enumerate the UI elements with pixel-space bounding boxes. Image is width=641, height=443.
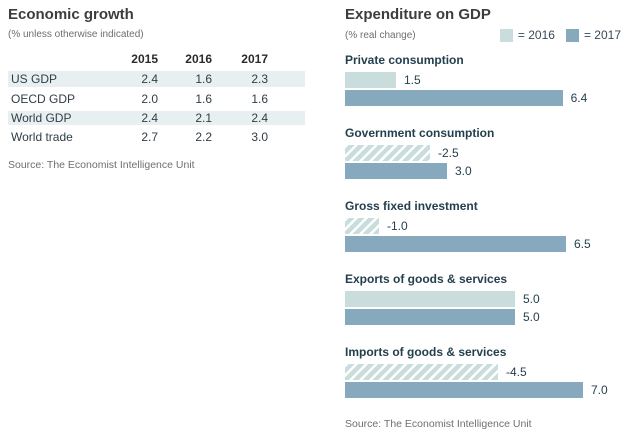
growth-table: 2015 2016 2017 US GDP 2.4 1.6 2.3 OECD G… xyxy=(8,50,305,149)
bar-value-2017: 6.5 xyxy=(574,237,591,251)
cell-2015: 2.4 xyxy=(98,108,158,130)
cell-spacer xyxy=(268,108,305,130)
header-spacer xyxy=(8,50,98,71)
economic-growth-panel: Economic growth (% unless otherwise indi… xyxy=(8,6,308,171)
bar-2016 xyxy=(345,218,379,234)
bar-row-2017: 6.4 xyxy=(345,90,621,106)
category-label: Gross fixed investment xyxy=(345,199,478,213)
bar-row-2016: -4.5 xyxy=(345,364,621,380)
bar-row-2017: 3.0 xyxy=(345,163,621,179)
cell-2016: 1.6 xyxy=(158,70,212,92)
bar-value-2016: 5.0 xyxy=(523,292,540,306)
growth-table-body: US GDP 2.4 1.6 2.3 OECD GDP 2.0 1.6 1.6 … xyxy=(8,70,305,149)
category-label: Private consumption xyxy=(345,53,464,67)
cell-2016: 2.1 xyxy=(158,108,212,130)
legend-label-2016: = 2016 xyxy=(517,28,555,42)
bar-value-2017: 7.0 xyxy=(591,383,608,397)
bar-2017 xyxy=(345,163,447,179)
panel-subtitle: (% unless otherwise indicated) xyxy=(8,29,144,40)
bar-2016 xyxy=(345,364,498,380)
legend-swatch-2017 xyxy=(565,28,579,42)
cell-2016: 2.2 xyxy=(158,127,212,149)
legend-label-2017: = 2017 xyxy=(583,28,621,42)
expenditure-panel: Expenditure on GDP (% real change) = 201… xyxy=(345,6,621,430)
chart-category-group: Private consumption 1.5 6.4 xyxy=(345,53,621,106)
chart-subtitle-row: (% real change) = 2016 = 2017 xyxy=(345,28,621,42)
category-label: Government consumption xyxy=(345,126,495,140)
cell-2015: 2.4 xyxy=(98,70,158,92)
bar-row-2017: 6.5 xyxy=(345,236,621,252)
bar-row-2016: -2.5 xyxy=(345,145,621,161)
panel-title: Economic growth xyxy=(8,6,134,23)
bar-2017 xyxy=(345,90,563,106)
row-label: World trade xyxy=(8,127,98,149)
chart-category-group: Government consumption -2.5 3.0 xyxy=(345,126,621,179)
cell-2016: 1.6 xyxy=(158,89,212,111)
cell-2015: 2.7 xyxy=(98,127,158,149)
legend-item-2016: = 2016 xyxy=(499,28,555,42)
table-header-row: 2015 2016 2017 xyxy=(8,50,305,71)
cell-spacer xyxy=(268,89,305,111)
bar-2016 xyxy=(345,145,430,161)
table-row: World trade 2.7 2.2 3.0 xyxy=(8,127,305,149)
table-row: World GDP 2.4 2.1 2.4 xyxy=(8,108,305,130)
cell-2017: 1.6 xyxy=(212,89,268,111)
column-header-2015: 2015 xyxy=(98,50,158,71)
row-label: OECD GDP xyxy=(8,89,98,111)
row-label: US GDP xyxy=(8,70,98,92)
bar-row-2017: 5.0 xyxy=(345,309,621,325)
chart-title: Expenditure on GDP xyxy=(345,6,491,23)
table-row: OECD GDP 2.0 1.6 1.6 xyxy=(8,89,305,111)
cell-spacer xyxy=(268,127,305,149)
bar-value-2016: 1.5 xyxy=(404,73,421,87)
cell-2017: 2.4 xyxy=(212,108,268,130)
chart-subtitle: (% real change) xyxy=(345,30,416,41)
header-spacer xyxy=(268,50,305,71)
bar-2017 xyxy=(345,382,583,398)
bar-row-2016: -1.0 xyxy=(345,218,621,234)
cell-spacer xyxy=(268,70,305,92)
bar-row-2016: 5.0 xyxy=(345,291,621,307)
source-note: Source: The Economist Intelligence Unit xyxy=(345,418,532,430)
bar-2016 xyxy=(345,291,515,307)
source-note: Source: The Economist Intelligence Unit xyxy=(8,158,195,171)
bar-2016 xyxy=(345,72,396,88)
bar-value-2017: 5.0 xyxy=(523,310,540,324)
category-label: Exports of goods & services xyxy=(345,272,508,286)
bar-value-2016: -4.5 xyxy=(506,365,527,379)
bar-2017 xyxy=(345,236,566,252)
legend-swatch-2016 xyxy=(499,28,513,42)
cell-2015: 2.0 xyxy=(98,89,158,111)
column-header-2016: 2016 xyxy=(158,50,212,71)
category-label: Imports of goods & services xyxy=(345,345,507,359)
column-header-2017: 2017 xyxy=(212,50,268,71)
bar-2017 xyxy=(345,309,515,325)
bar-row-2017: 7.0 xyxy=(345,382,621,398)
gdp-chart: Private consumption 1.5 6.4 Government c… xyxy=(345,53,621,398)
table-row: US GDP 2.4 1.6 2.3 xyxy=(8,70,305,92)
chart-legend: = 2016 = 2017 xyxy=(499,28,621,42)
legend-item-2017: = 2017 xyxy=(565,28,621,42)
bar-row-2016: 1.5 xyxy=(345,72,621,88)
bar-value-2016: -2.5 xyxy=(438,146,459,160)
bar-value-2017: 6.4 xyxy=(570,91,588,105)
cell-2017: 2.3 xyxy=(212,70,268,92)
cell-2017: 3.0 xyxy=(212,127,268,149)
bar-value-2016: -1.0 xyxy=(387,219,408,233)
chart-category-group: Exports of goods & services 5.0 5.0 xyxy=(345,272,621,325)
bar-value-2017: 3.0 xyxy=(455,164,472,178)
chart-category-group: Imports of goods & services -4.5 7.0 xyxy=(345,345,621,398)
row-label: World GDP xyxy=(8,108,98,130)
chart-category-group: Gross fixed investment -1.0 6.5 xyxy=(345,199,621,252)
